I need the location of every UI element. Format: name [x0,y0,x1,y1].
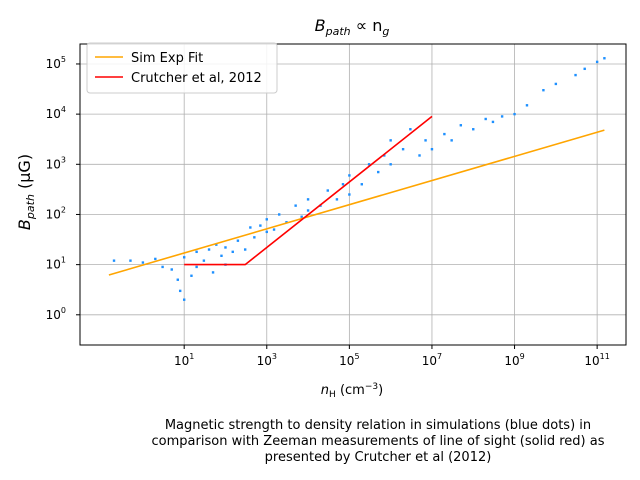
scatter-point [272,228,276,231]
y-tick-label: 105 [46,55,66,71]
chart: Bpath ∝ ng 101 103 105 107 109 1011 100 101 102… [15,16,627,400]
scatter-point [409,128,412,131]
scatter-point [182,298,186,301]
y-tick-label: 102 [46,205,66,221]
scatter-point [265,230,268,234]
legend-box [86,42,278,94]
scatter-point [367,163,371,166]
scatter-point [348,193,351,196]
scatter-point [443,132,446,136]
chart-title: Bpath ∝ ng [315,16,390,38]
scatter-point [195,265,198,269]
scatter-point [285,221,288,224]
scatter-point [202,259,206,262]
scatter-point [236,239,240,242]
scatter-point [211,271,215,274]
x-tick-label: 101 [174,352,194,368]
caption-line-1: Magnetic strength to density relation in… [164,418,592,433]
y-tick-label: 103 [46,155,66,171]
scatter-point [161,265,164,269]
series-line-1 [184,115,433,266]
legend-label-crutcher: Crutcher et al, 2012 [131,71,262,86]
scatter-point [141,261,145,264]
series-lines [108,115,605,276]
scatter-point [595,60,599,64]
scatter-point [306,209,310,212]
x-tick-label: 109 [504,352,524,368]
scatter-point [491,120,495,124]
scatter-point [500,115,504,118]
y-axis-label: Bpath (μG) [15,154,37,230]
scatter-point [360,183,363,186]
scatter-point [306,198,310,201]
scatter-point [231,250,234,254]
x-tick-label: 103 [257,352,277,368]
scatter-point [243,248,247,251]
scatter-point [129,259,132,262]
scatter-point [224,246,227,249]
caption-line-3: presented by Crutcher et al (2012) [264,450,492,465]
scatter-point [294,204,297,207]
scatter-point [389,163,392,166]
y-tick-label: 100 [46,306,66,322]
x-tick-label: 1011 [584,352,609,368]
scatter-point [335,198,339,201]
scatter-point [249,226,252,229]
scatter-point [583,67,586,71]
scatter-point [554,82,558,86]
scatter-point [341,183,345,186]
scatter-point [542,88,545,92]
scatter-point [525,104,529,107]
scatter-point [401,147,405,151]
legend-label-sim-exp-fit: Sim Exp Fit [131,51,203,66]
scatter-point [300,215,303,218]
scatter-point [424,139,427,142]
scatter-point [176,278,179,281]
x-axis-label: nH (cm−3) [321,382,383,400]
scatter-point [195,250,198,254]
scatter-point [513,112,516,116]
scatter-point [472,128,475,131]
legend: Sim Exp Fit Crutcher et al, 2012 [86,42,278,94]
x-tick-label: 105 [339,352,359,368]
scatter-point [326,189,329,192]
scatter-point [207,248,211,251]
scatter-point [215,243,218,246]
scatter-point [383,154,386,157]
series-line-0 [108,129,605,276]
scatter-point [182,256,186,259]
scatter-point [112,259,116,262]
scatter-point [418,154,421,157]
scatter-point [170,268,173,271]
plot-area [79,43,627,346]
figure-caption: Magnetic strength to density relation in… [120,418,636,466]
scatter-point [450,139,453,142]
scatter-point [220,254,223,257]
scatter-point [278,213,281,216]
scatter-point [574,73,577,77]
scatter-point [178,289,182,293]
scatter-point [190,274,193,277]
y-tick-label: 101 [46,256,66,272]
scatter-point [265,218,268,221]
scatter-point [348,174,351,177]
x-tick-label: 107 [422,352,442,368]
scatter-point [253,236,256,239]
scatter-point [484,117,487,121]
y-axis-ticks: 100 101 102 103 104 105 [46,55,80,322]
scatter-point [154,257,157,261]
scatter-point [430,147,434,151]
x-axis-ticks: 101 103 105 107 109 1011 [174,345,610,368]
scatter-point [377,170,380,174]
y-tick-label: 104 [46,105,66,121]
scatter-point [603,57,606,60]
scatter-points [112,57,606,301]
scatter-point [259,224,262,227]
caption-line-2: comparison with Zeeman measurements of l… [151,434,605,449]
scatter-point [459,124,463,127]
scatter-point [389,139,392,142]
